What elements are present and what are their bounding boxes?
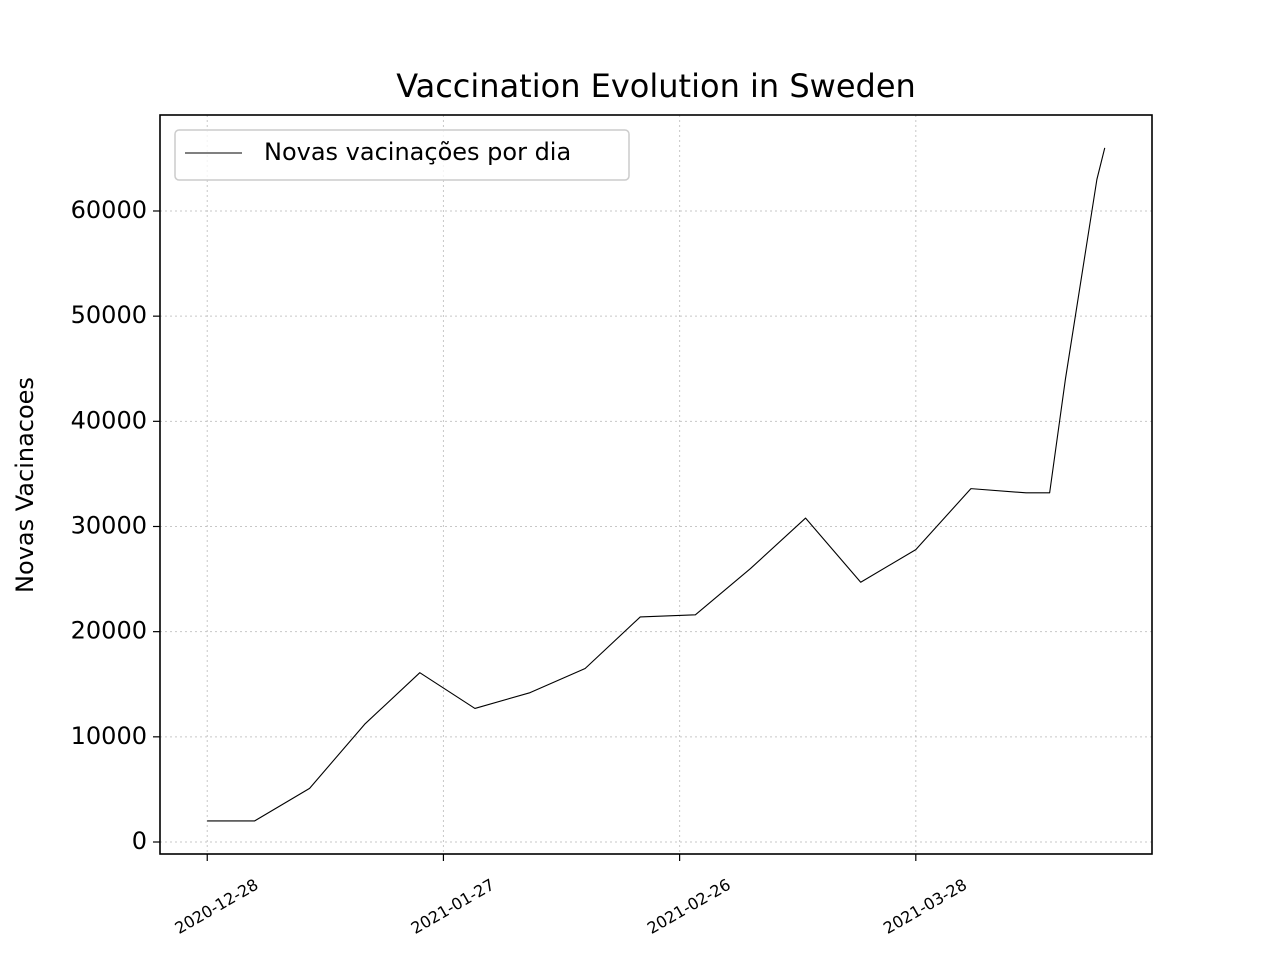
x-axis-label: Date: [627, 956, 684, 960]
x-tick-label: 2021-01-27: [408, 875, 498, 938]
y-tick-label: 30000: [71, 511, 147, 539]
x-tick-label: 2021-02-26: [644, 875, 734, 938]
y-tick-label: 0: [132, 827, 147, 855]
y-tick-label: 10000: [71, 722, 147, 750]
legend: Novas vacinações por dia: [174, 129, 630, 181]
x-tick-label: 2020-12-28: [171, 875, 261, 938]
y-tick-label: 20000: [71, 617, 147, 645]
y-tick-label: 60000: [71, 196, 147, 224]
legend-label: Novas vacinações por dia: [264, 138, 571, 166]
legend-box: [174, 129, 630, 181]
y-tick-label: 50000: [71, 301, 147, 329]
data-line: [207, 147, 1106, 822]
y-tick-label: 40000: [71, 406, 147, 434]
plot-frame: [159, 114, 1153, 855]
chart-title: Vaccination Evolution in Sweden: [396, 67, 916, 105]
x-tick-label: 2021-03-28: [880, 875, 970, 938]
y-axis-label: Novas Vacinacoes: [11, 377, 39, 593]
